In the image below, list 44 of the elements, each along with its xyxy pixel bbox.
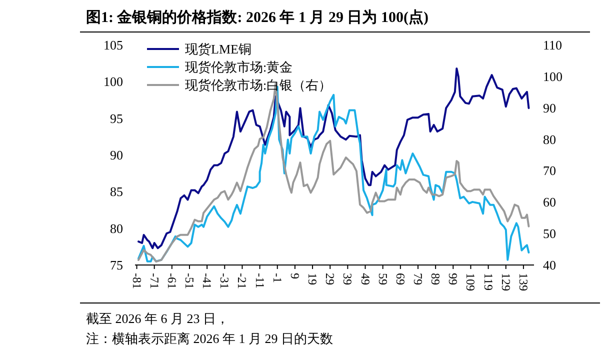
x-tick-label: 9: [288, 273, 302, 279]
x-tick-label: -41: [200, 273, 214, 289]
y2-tick-label: 80: [543, 132, 556, 147]
y-tick-label: 90: [110, 148, 123, 162]
text: 注：横轴表示距离 2026 年 1 月 29 日的天数: [86, 331, 333, 346]
x-tick-label: 29: [323, 273, 338, 285]
y2-tick-label: 100: [543, 68, 562, 84]
legend-label: 现货伦敦市场:黄金: [185, 60, 293, 74]
text: 截至 2026 年 6 月 23 日，: [86, 311, 229, 326]
x-tick-label: -1: [270, 273, 284, 283]
x-tick-label: 19: [306, 273, 320, 285]
x-tick-label: 119: [481, 273, 496, 291]
x-tick-label: -51: [182, 273, 196, 289]
x-tick-label: 69: [393, 273, 408, 285]
x-tick-label: -31: [218, 273, 232, 289]
x-tick-label: 59: [376, 273, 390, 285]
y-tick-label: 100: [104, 74, 123, 90]
x-tick-label: 89: [428, 273, 443, 285]
y-tick-label: 95: [110, 110, 123, 126]
x-tick-label: 109: [464, 273, 478, 291]
y-tick-label: 85: [110, 184, 123, 200]
x-tick-label: 39: [340, 273, 355, 285]
legend-label: 现货伦敦市场:白银（右）: [185, 78, 332, 92]
x-tick-label: 139: [516, 273, 530, 291]
y-tick-label: 105: [104, 38, 123, 52]
chart-title: 图1: 金银铜的价格指数: 2026 年 1 月 29 日为 100(点): [86, 9, 428, 26]
x-tick-label: -71: [147, 273, 162, 289]
x-tick-label: -81: [130, 273, 144, 289]
y2-tick-label: 70: [543, 163, 556, 178]
y2-tick-label: 60: [543, 194, 556, 210]
y2-tick-label: 40: [543, 258, 556, 272]
y2-tick-label: 90: [543, 100, 556, 116]
y-tick-label: 75: [110, 258, 123, 272]
y2-tick-label: 50: [543, 226, 556, 242]
x-tick-label: -21: [235, 273, 250, 289]
x-tick-label: 79: [410, 273, 425, 285]
legend-label: 现货LME铜: [185, 42, 252, 56]
x-tick-label: -61: [164, 273, 179, 289]
x-tick-label: 49: [358, 273, 372, 285]
y-tick-label: 80: [110, 220, 123, 236]
x-tick-label: 129: [498, 273, 513, 291]
y2-tick-label: 110: [543, 38, 562, 52]
x-tick-label: 99: [446, 273, 460, 285]
x-tick-label: -11: [252, 273, 267, 289]
